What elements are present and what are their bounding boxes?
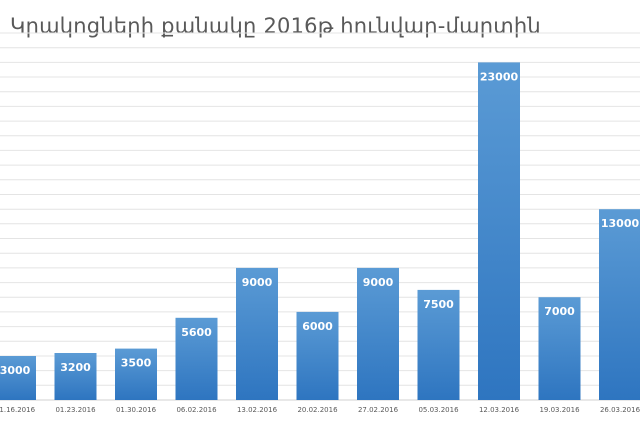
bar-value-label: 6000 [302, 320, 333, 333]
bars: 3000 3200 3500 5600 9000 6000 9000 7500 23000 700… [0, 62, 640, 401]
bar-value-label: 3000 [0, 364, 31, 377]
x-tick-label: 19.03.2016 [539, 406, 580, 414]
grid-lines [0, 32, 640, 401]
bar-value-label: 7500 [423, 298, 454, 311]
x-tick-label: 01.16.2016 [0, 406, 36, 414]
x-tick-label: 06.02.2016 [176, 406, 217, 414]
bar-value-label: 7000 [544, 305, 575, 318]
bar-value-label: 9000 [242, 276, 273, 289]
bar-13.02.2016 [236, 267, 278, 400]
bar-05.03.2016 [417, 289, 460, 400]
chart-title: Կրակոցների քանակը 2016թ հունվար-մարտին [10, 14, 541, 38]
bar-19.03.2016 [538, 297, 581, 400]
bar-26.03.2016 [599, 209, 640, 400]
bar-01.23.2016 [54, 353, 97, 400]
x-tick-label: 26.03.2016 [600, 406, 640, 414]
bar-20.02.2016 [296, 311, 339, 400]
bar-value-label: 9000 [363, 276, 394, 289]
bar-27.02.2016 [357, 267, 399, 400]
bar-12.03.2016 [478, 62, 520, 401]
bar-value-label: 13000 [601, 217, 640, 230]
x-tick-label: 01.23.2016 [55, 406, 96, 414]
x-tick-label: 05.03.2016 [418, 406, 459, 414]
x-tick-label: 27.02.2016 [358, 406, 399, 414]
bar-01.30.2016 [115, 348, 157, 400]
x-tick-label: 01.30.2016 [116, 406, 157, 414]
bar-01.16.2016 [0, 356, 36, 400]
x-tick-label: 13.02.2016 [237, 406, 278, 414]
bar-value-label: 3200 [60, 361, 91, 374]
bar-value-label: 5600 [181, 326, 212, 339]
x-tick-label: 20.02.2016 [297, 406, 338, 414]
x-axis-ticks: 01.16.2016 01.23.2016 01.30.2016 06.02.2016… [0, 406, 640, 414]
bar-value-label: 3500 [121, 357, 152, 370]
bar-value-label: 23000 [480, 70, 519, 83]
x-tick-label: 12.03.2016 [479, 406, 520, 414]
bar-06.02.2016 [175, 317, 218, 400]
